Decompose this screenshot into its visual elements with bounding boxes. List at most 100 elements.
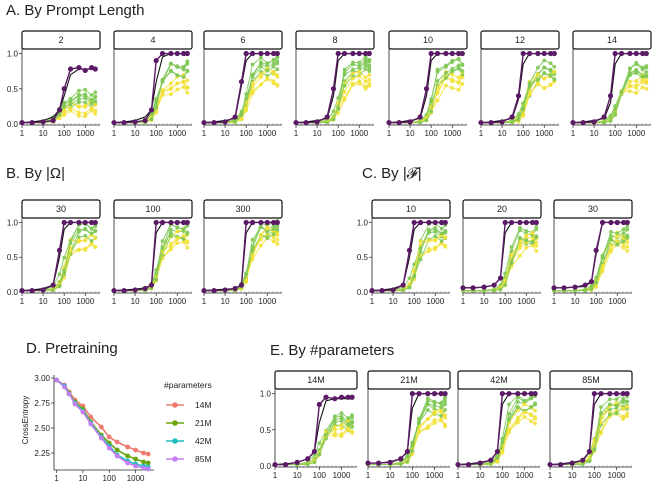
run-point bbox=[351, 81, 355, 86]
highlight-point bbox=[181, 219, 187, 226]
highlight-point bbox=[497, 275, 504, 281]
run-point bbox=[524, 229, 529, 233]
highlight-point bbox=[551, 285, 557, 291]
y-tick-label: 2.75 bbox=[34, 399, 50, 408]
x-tick-label: 100 bbox=[331, 129, 345, 138]
run-line-green bbox=[113, 223, 188, 292]
facet-a-0: 2 1 10 100 1000 0.0 0.5 1.0 bbox=[7, 30, 101, 138]
x-tick-label: 100 bbox=[103, 474, 117, 483]
highlight-point bbox=[132, 119, 138, 125]
highlight-point bbox=[470, 285, 476, 291]
run-point bbox=[77, 238, 81, 243]
run-point bbox=[456, 57, 461, 62]
x-tick-label: 1000 bbox=[426, 297, 444, 306]
run-point bbox=[68, 105, 73, 110]
run-point bbox=[510, 120, 515, 125]
run-point bbox=[534, 240, 539, 245]
legend-label: 21M bbox=[195, 418, 212, 428]
run-point bbox=[534, 224, 539, 229]
facet-strip-label: 30 bbox=[56, 204, 66, 214]
run-line-green bbox=[113, 222, 188, 292]
panel-e-title: E. By #parameters bbox=[270, 342, 394, 359]
x-tick-label: 10 bbox=[389, 297, 398, 306]
run-point bbox=[275, 73, 280, 77]
x-tick-label: 100 bbox=[239, 129, 253, 138]
run-point bbox=[433, 247, 438, 252]
y-tick-label: 1.0 bbox=[260, 390, 272, 399]
run-point bbox=[427, 249, 431, 254]
x-tick-label: 1 bbox=[552, 297, 557, 306]
facet-strip-label: 20 bbox=[497, 204, 507, 214]
run-point bbox=[628, 89, 632, 94]
highlight-point bbox=[455, 461, 461, 468]
run-point bbox=[530, 243, 535, 248]
run-point bbox=[640, 74, 645, 79]
facet-c-2: 30 1 10 100 1000 bbox=[551, 199, 633, 306]
series-point-85M bbox=[88, 421, 94, 427]
run-line-green bbox=[113, 232, 188, 292]
run-point bbox=[443, 229, 448, 233]
run-point bbox=[518, 246, 522, 251]
run-point bbox=[609, 237, 613, 242]
series-point-85M bbox=[62, 384, 67, 390]
run-point bbox=[185, 231, 190, 236]
run-point bbox=[185, 90, 190, 95]
x-tick-label: 1 bbox=[479, 129, 484, 138]
run-point bbox=[621, 227, 626, 232]
run-point bbox=[552, 69, 557, 74]
run-point bbox=[346, 421, 351, 426]
x-tick-label: 100 bbox=[149, 297, 163, 306]
run-point bbox=[456, 80, 461, 85]
highlight-point bbox=[92, 66, 98, 72]
x-tick-label: 10 bbox=[131, 129, 140, 138]
run-point bbox=[77, 92, 81, 97]
run-point bbox=[154, 97, 159, 102]
highlight-point bbox=[580, 457, 586, 463]
run-point bbox=[444, 83, 448, 88]
run-point bbox=[367, 77, 372, 82]
legend-key-point bbox=[172, 402, 178, 408]
run-point bbox=[625, 240, 630, 245]
highlight-point bbox=[569, 460, 575, 466]
run-point bbox=[625, 399, 629, 404]
run-point bbox=[552, 64, 557, 69]
panel-b-title: B. By |Ω| bbox=[6, 165, 65, 182]
facet-strip-label: 42M bbox=[490, 375, 508, 385]
highlight-point bbox=[488, 119, 494, 126]
run-point bbox=[527, 84, 532, 89]
run-point bbox=[607, 402, 612, 407]
run-point bbox=[536, 72, 540, 77]
x-tick-label: 100 bbox=[407, 297, 421, 306]
run-point bbox=[339, 434, 344, 439]
highlight-point bbox=[366, 50, 372, 57]
highlight-point bbox=[517, 219, 523, 226]
highlight-point bbox=[174, 50, 180, 57]
run-point bbox=[439, 239, 444, 243]
highlight-point bbox=[426, 219, 432, 226]
highlight-point bbox=[305, 456, 311, 462]
run-point bbox=[77, 235, 81, 240]
run-point bbox=[259, 55, 263, 60]
run-point bbox=[357, 74, 362, 78]
run-point bbox=[62, 108, 67, 113]
x-tick-label: 100 bbox=[498, 297, 512, 306]
facet-strip-label: 14M bbox=[307, 375, 325, 385]
run-point bbox=[533, 408, 537, 413]
run-point bbox=[68, 239, 73, 244]
run-point bbox=[444, 65, 448, 69]
highlight-point bbox=[526, 50, 533, 57]
highlight-point bbox=[591, 119, 597, 125]
series-point-14M bbox=[141, 450, 146, 456]
facet-strip bbox=[274, 370, 358, 390]
facet-strip bbox=[572, 30, 652, 50]
highlight-point bbox=[417, 219, 424, 226]
run-point bbox=[522, 402, 527, 406]
highlight-point bbox=[640, 50, 646, 57]
highlight-point bbox=[608, 219, 614, 226]
run-point bbox=[259, 64, 263, 69]
run-point bbox=[522, 410, 527, 415]
x-tick-label: 1 bbox=[273, 471, 278, 480]
run-point bbox=[640, 65, 645, 70]
run-point bbox=[542, 86, 547, 90]
run-point bbox=[339, 426, 344, 431]
